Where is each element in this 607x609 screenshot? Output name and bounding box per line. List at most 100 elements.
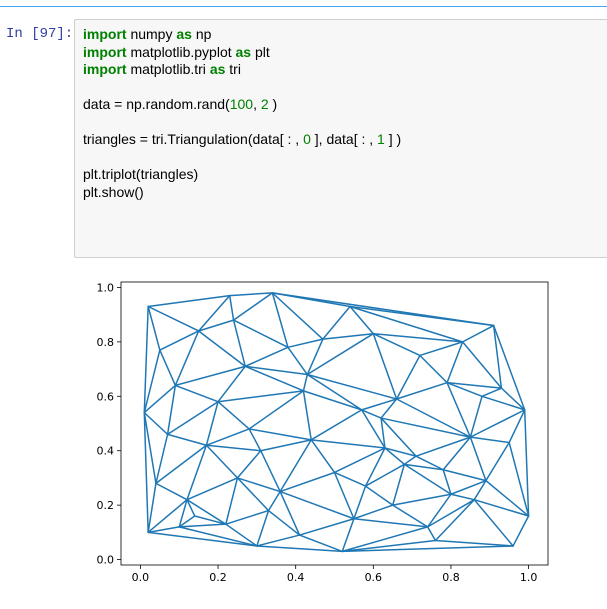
triangulation-edge — [279, 439, 312, 493]
triangulation-edge — [186, 444, 208, 501]
triangulation-edge — [194, 515, 227, 525]
code-number: 1 — [377, 131, 385, 147]
triplot-chart: 0.0 0.2 0.4 0.6 0.8 1.0 0.0 0.2 0.4 0.6 0.8 1.0 — [97, 281, 549, 584]
triangulation-edge — [461, 324, 495, 343]
x-tick-label: 0.0 — [132, 571, 150, 584]
triangulation-edge — [391, 504, 429, 528]
triangulation-edge — [473, 479, 487, 501]
code-keyword: import — [83, 26, 127, 42]
triangulation-edge — [469, 395, 483, 438]
triangulation-edge — [341, 517, 355, 553]
triangulation-edge — [166, 384, 177, 436]
triangulation-edge — [178, 523, 227, 528]
triangulation-edge — [372, 332, 421, 357]
triangulation-edge — [260, 449, 281, 493]
triangulation-edge — [256, 545, 344, 553]
triangulation-edge — [228, 294, 235, 321]
triangulation-edge — [446, 381, 483, 398]
triangulation-edge — [508, 441, 530, 517]
code-text: ], data[ : , — [310, 131, 378, 147]
triangulation-edge — [232, 292, 274, 321]
code-text: numpy — [126, 26, 177, 42]
triangulation-edge — [244, 365, 305, 392]
code-text: plt — [251, 43, 270, 60]
triangulation-edge — [217, 400, 250, 430]
triangulation-edge — [391, 493, 452, 506]
triangulation-edge — [380, 417, 386, 449]
triangulation-edge — [434, 498, 475, 542]
triangulation-edge — [143, 305, 149, 414]
triangulation-edge — [298, 517, 355, 536]
triangulation-edge — [174, 330, 200, 387]
code-text: matplotlib.pyplot — [126, 43, 236, 60]
triangulation-edge — [442, 469, 452, 495]
triangulation-edge — [322, 305, 351, 340]
triangulation-edge — [186, 498, 227, 525]
triangulation-edge — [236, 477, 270, 512]
triangulation-edge — [298, 534, 344, 553]
triangulation-edge — [469, 436, 487, 482]
triangulation-edge — [147, 305, 161, 351]
triangulation-edge — [256, 509, 270, 547]
triangulation-edge — [481, 387, 503, 398]
triangulation-edge — [446, 381, 503, 389]
triangulation-edge — [391, 463, 406, 506]
triangulation-edge — [353, 517, 429, 528]
triangulation-edge — [395, 354, 421, 400]
triangulation-edge — [403, 463, 452, 495]
triangulation-edge — [450, 479, 487, 495]
code-text: np — [191, 26, 212, 42]
code-line — [83, 114, 401, 132]
code-text: matplotlib.tri — [126, 61, 210, 77]
code-editor[interactable]: import numpy as np import matplotlib.pypl… — [83, 26, 401, 201]
triangulation-edge — [205, 400, 219, 447]
triangulation-edge — [508, 409, 526, 444]
code-line: import matplotlib.pyplot as plt — [83, 44, 401, 62]
code-line: plt.triplot(triangles) — [83, 166, 401, 184]
triangulation-edge — [232, 319, 289, 349]
y-tick-label: 0.0 — [97, 554, 115, 567]
y-tick-label: 0.8 — [97, 336, 115, 349]
code-line: import numpy as np — [83, 26, 401, 44]
triangulation-edge — [143, 411, 169, 436]
triangulation-edge — [395, 381, 448, 400]
triangulation-edge — [205, 428, 250, 447]
triangulation-edge — [481, 395, 526, 411]
triangulation-edge — [353, 504, 394, 520]
triangulation-edge — [403, 463, 444, 471]
triangulation-edge — [248, 428, 312, 441]
code-text: , — [253, 96, 261, 112]
triangulation-edge — [217, 390, 305, 403]
code-line — [83, 149, 401, 167]
triangulation-edge — [310, 439, 386, 449]
triangulation-edge — [395, 398, 472, 438]
code-keyword: import — [83, 61, 127, 77]
triangulation-edge — [271, 292, 495, 327]
triangulation-edge — [225, 509, 270, 525]
triangulation-edge — [155, 444, 208, 485]
code-input-area[interactable]: import numpy as np import matplotlib.pypl… — [74, 19, 607, 258]
code-text: ] ) — [384, 131, 402, 147]
triangulation-edge — [426, 526, 437, 542]
triangulation-edge — [147, 294, 231, 308]
triangulation-edge — [228, 292, 274, 297]
triangulation-edge — [364, 485, 394, 506]
triangulation-edge — [178, 515, 196, 528]
y-tick-label: 0.4 — [97, 445, 115, 458]
triangulation-edge — [461, 341, 503, 389]
triangulation-edge — [380, 417, 472, 438]
x-tick-label: 0.4 — [287, 571, 305, 584]
triangulation-edge — [287, 338, 324, 349]
triangulation-edge — [302, 373, 309, 392]
triangulation-edge — [403, 455, 417, 466]
triangulation-edge — [232, 319, 246, 368]
triangulation-edge — [225, 477, 239, 525]
x-tick-label: 0.6 — [365, 571, 383, 584]
triangulation-edge — [225, 523, 258, 547]
triangulation-edge — [360, 409, 386, 449]
code-number: 100 — [229, 96, 254, 112]
triangulation-edge — [485, 441, 510, 482]
triangulation-edge — [442, 469, 487, 482]
triangulation-edge — [341, 545, 514, 553]
triangulation-edge — [306, 338, 324, 376]
